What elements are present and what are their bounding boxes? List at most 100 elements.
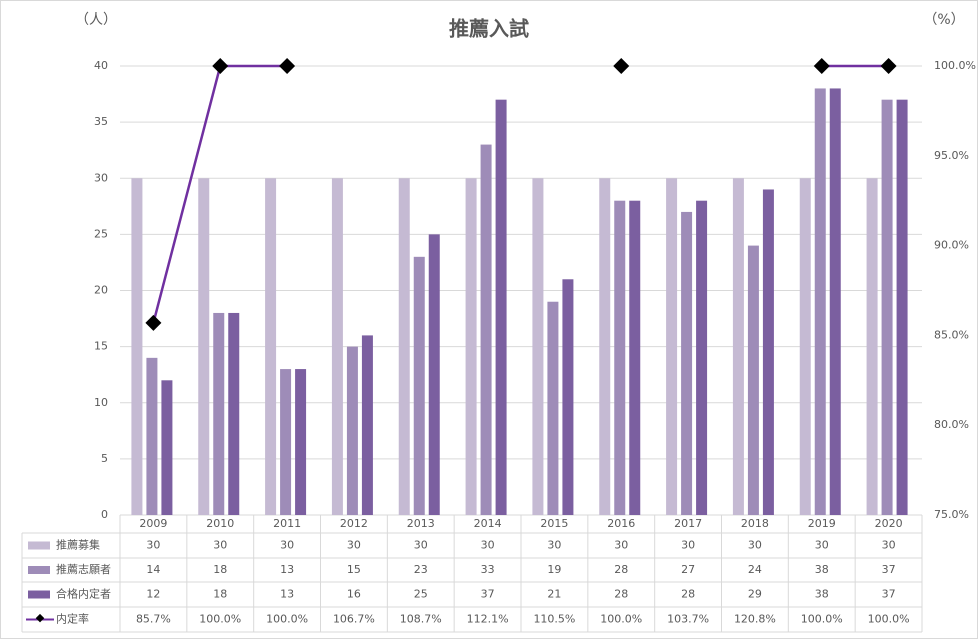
bar — [480, 144, 492, 515]
line-marker — [880, 58, 897, 74]
bar — [866, 178, 878, 515]
y-tick-label: 40 — [94, 59, 108, 72]
x-tick-label: 2015 — [540, 517, 568, 530]
legend-marker — [35, 613, 45, 623]
table-cell: 21 — [547, 588, 561, 601]
bar — [213, 312, 225, 515]
y2-tick-label: 75.0% — [934, 508, 969, 521]
bar — [881, 99, 893, 516]
bar — [161, 380, 173, 515]
table-cell: 30 — [414, 539, 428, 552]
bar — [762, 189, 774, 515]
x-tick-label: 2019 — [808, 517, 836, 530]
table-cell: 38 — [815, 588, 829, 601]
table-cell: 28 — [681, 588, 695, 601]
bar — [747, 245, 759, 515]
table-cell: 13 — [280, 588, 294, 601]
bar — [547, 301, 559, 515]
bar — [295, 369, 307, 515]
table-cell: 16 — [347, 588, 361, 601]
x-tick-label: 2010 — [206, 517, 234, 530]
bar — [198, 178, 210, 515]
legend-label: 内定率 — [56, 612, 89, 626]
bar — [799, 178, 811, 515]
x-tick-label: 2014 — [474, 517, 502, 530]
bar — [681, 211, 693, 516]
bar — [361, 335, 373, 515]
bar — [413, 256, 425, 515]
y-tick-label: 35 — [94, 115, 108, 128]
table-cell: 30 — [481, 539, 495, 552]
bar — [346, 346, 358, 515]
table-cell: 28 — [614, 588, 628, 601]
x-tick-label: 2016 — [607, 517, 635, 530]
bar — [280, 369, 292, 515]
table-cell: 103.7% — [667, 613, 709, 626]
bar — [732, 178, 744, 515]
bar — [696, 200, 708, 515]
y-tick-label: 15 — [94, 340, 108, 353]
table-cell: 28 — [614, 563, 628, 576]
line-marker — [613, 58, 630, 74]
bar — [495, 99, 507, 516]
table-cell: 112.1% — [467, 613, 509, 626]
table-cell: 30 — [280, 539, 294, 552]
line-marker — [279, 58, 296, 74]
table-cell: 30 — [547, 539, 561, 552]
x-tick-label: 2020 — [875, 517, 903, 530]
table-cell: 18 — [213, 588, 227, 601]
table-cell: 37 — [882, 563, 896, 576]
y-tick-label: 20 — [94, 284, 108, 297]
table-cell: 120.8% — [734, 613, 776, 626]
table-cell: 29 — [748, 588, 762, 601]
table-cell: 100.0% — [600, 613, 642, 626]
table-cell: 100.0% — [868, 613, 910, 626]
y-tick-label: 30 — [94, 171, 108, 184]
x-tick-label: 2011 — [273, 517, 301, 530]
table-cell: 33 — [481, 563, 495, 576]
table-cell: 30 — [882, 539, 896, 552]
legend-swatch — [28, 590, 50, 599]
y2-axis-label: （%） — [923, 12, 964, 28]
y-tick-label: 10 — [94, 396, 108, 409]
y2-tick-label: 85.0% — [934, 328, 969, 341]
y2-tick-label: 90.0% — [934, 239, 969, 252]
legend-label: 推薦募集 — [56, 538, 100, 552]
line-marker — [145, 314, 162, 331]
y-tick-label: 0 — [101, 508, 108, 521]
table-cell: 30 — [213, 539, 227, 552]
x-tick-label: 2009 — [139, 517, 167, 530]
table-cell: 85.7% — [136, 613, 171, 626]
table-cell: 13 — [280, 563, 294, 576]
table-cell: 12 — [146, 588, 160, 601]
bar — [599, 178, 611, 515]
bar — [629, 200, 641, 515]
table-cell: 100.0% — [801, 613, 843, 626]
table-cell: 38 — [815, 563, 829, 576]
table-cell: 25 — [414, 588, 428, 601]
table-cell: 30 — [347, 539, 361, 552]
bar — [562, 279, 574, 515]
y2-tick-label: 95.0% — [934, 149, 969, 162]
table-cell: 30 — [681, 539, 695, 552]
table-cell: 100.0% — [199, 613, 241, 626]
line-marker — [212, 58, 229, 74]
bar — [829, 88, 841, 515]
legend-label: 合格内定者 — [56, 587, 111, 601]
y2-tick-label: 100.0% — [934, 59, 976, 72]
bar — [131, 178, 143, 515]
line-marker — [813, 58, 830, 74]
bar — [228, 312, 240, 515]
y-tick-label: 5 — [101, 452, 108, 465]
table-cell: 30 — [614, 539, 628, 552]
table-cell: 110.5% — [533, 613, 575, 626]
x-tick-label: 2017 — [674, 517, 702, 530]
table-cell: 106.7% — [333, 613, 375, 626]
bar — [532, 178, 544, 515]
bar — [896, 99, 908, 516]
legend-swatch — [28, 566, 50, 574]
table-cell: 37 — [882, 588, 896, 601]
bar — [146, 357, 158, 515]
table-cell: 18 — [213, 563, 227, 576]
